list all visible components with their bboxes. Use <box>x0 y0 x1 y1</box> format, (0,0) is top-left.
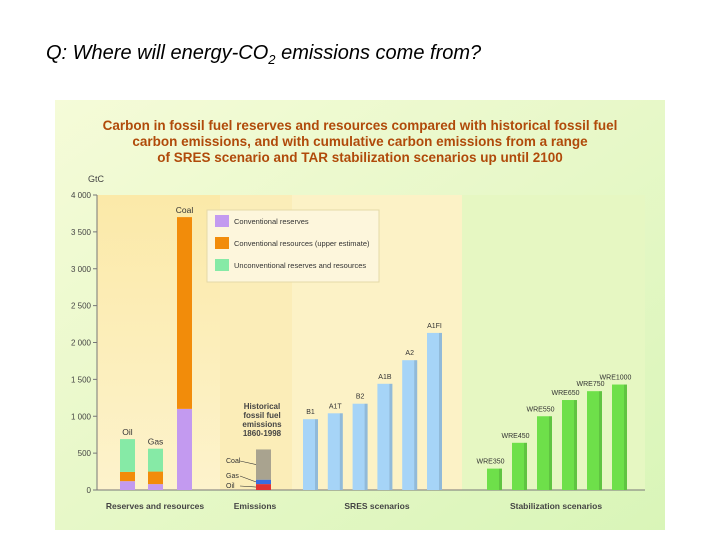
bar-shade <box>574 400 577 490</box>
legend-label: Conventional resources (upper estimate) <box>234 239 370 248</box>
y-tick-label: 2 000 <box>71 339 92 348</box>
section-bg <box>97 195 220 490</box>
bar-label: B1 <box>306 409 315 416</box>
emissions-label: Historical <box>244 402 280 411</box>
bar-segment <box>148 471 163 485</box>
bar-segment <box>256 449 271 480</box>
bar-label: Oil <box>122 427 133 437</box>
segment-label: Oil <box>226 483 235 490</box>
bar-segment <box>120 481 135 490</box>
bar-shade <box>364 403 368 490</box>
y-tick-label: 3 000 <box>71 265 92 274</box>
bar-segment <box>256 484 271 490</box>
group-label: Stabilization scenarios <box>510 501 602 511</box>
y-tick-label: 1 500 <box>71 375 92 384</box>
legend-swatch <box>215 259 229 271</box>
bar-shade <box>339 413 343 490</box>
bar-label: A2 <box>405 350 414 357</box>
bar-segment <box>120 439 135 472</box>
legend-swatch <box>215 215 229 227</box>
bar-shade <box>389 383 393 490</box>
bar <box>427 332 442 490</box>
bar-segment <box>120 471 135 482</box>
label-arrow <box>239 485 257 488</box>
legend-swatch <box>215 237 229 249</box>
bar-shade <box>624 384 627 490</box>
bar-label: Gas <box>148 437 164 447</box>
segment-label: Gas <box>226 473 239 480</box>
legend-label: Conventional reserves <box>234 217 309 226</box>
bar-label: Coal <box>176 205 194 215</box>
emissions-label: emissions <box>242 420 282 429</box>
bar-label: WRE350 <box>476 459 504 466</box>
bar <box>377 383 393 490</box>
bar-label: WRE650 <box>551 390 579 397</box>
y-tick-label: 4 000 <box>71 191 92 200</box>
bar-shade <box>524 442 527 490</box>
bar-segment <box>177 217 192 409</box>
bar-label: B2 <box>356 394 365 401</box>
title-subscript: 2 <box>268 52 276 67</box>
group-label: Reserves and resources <box>106 501 205 511</box>
bar-segment <box>256 479 271 485</box>
bar-shade <box>439 332 442 490</box>
chart-title: carbon emissions, and with cumulative ca… <box>132 134 588 149</box>
bar-segment <box>148 448 163 472</box>
emissions-label: fossil fuel <box>243 411 280 420</box>
bar <box>327 413 343 490</box>
emissions-label: 1860-1998 <box>243 429 282 438</box>
group-label: Emissions <box>234 501 277 511</box>
bar-shade <box>549 416 552 490</box>
bar-label: WRE750 <box>576 381 604 388</box>
bar <box>512 442 527 490</box>
legend-label: Unconventional reserves and resources <box>234 261 366 270</box>
bar-shade <box>315 419 318 490</box>
bar <box>587 391 602 490</box>
bar <box>352 403 368 490</box>
y-tick-label: 3 500 <box>71 228 92 237</box>
bar <box>562 400 577 490</box>
bar-label: WRE550 <box>526 406 554 413</box>
bar <box>487 468 502 490</box>
y-tick-label: 0 <box>87 486 92 495</box>
title-text: emissions come from? <box>275 42 482 64</box>
bar <box>402 360 418 490</box>
group-label: SRES scenarios <box>344 501 409 511</box>
label-arrow <box>239 460 257 465</box>
bar-label: A1FI <box>427 323 442 330</box>
y-tick-label: 2 500 <box>71 302 92 311</box>
label-arrow <box>239 475 257 483</box>
bar-segment <box>177 408 192 490</box>
bar <box>303 419 318 490</box>
y-tick-label: 500 <box>78 449 92 458</box>
bar-label: WRE1000 <box>600 375 632 382</box>
title-text: Q: Where will energy-CO <box>46 42 269 64</box>
bar-shade <box>499 468 502 490</box>
bar-label: A1T <box>329 403 343 410</box>
bar <box>612 384 627 490</box>
y-axis-label: GtC <box>88 174 105 184</box>
bar-label: WRE450 <box>501 433 529 440</box>
y-tick-label: 1 000 <box>71 412 92 421</box>
bar-label: A1B <box>378 374 392 381</box>
segment-label: Coal <box>226 458 241 465</box>
bar-shade <box>414 360 418 490</box>
bar-segment <box>148 484 163 490</box>
bar-shade <box>599 391 602 490</box>
slide-title: Q: Where will energy-CO2 emissions come … <box>46 42 481 67</box>
bar <box>537 416 552 490</box>
chart-title: of SRES scenario and TAR stabilization s… <box>157 150 563 165</box>
chart-title: Carbon in fossil fuel reserves and resou… <box>103 118 618 133</box>
legend <box>206 209 380 283</box>
